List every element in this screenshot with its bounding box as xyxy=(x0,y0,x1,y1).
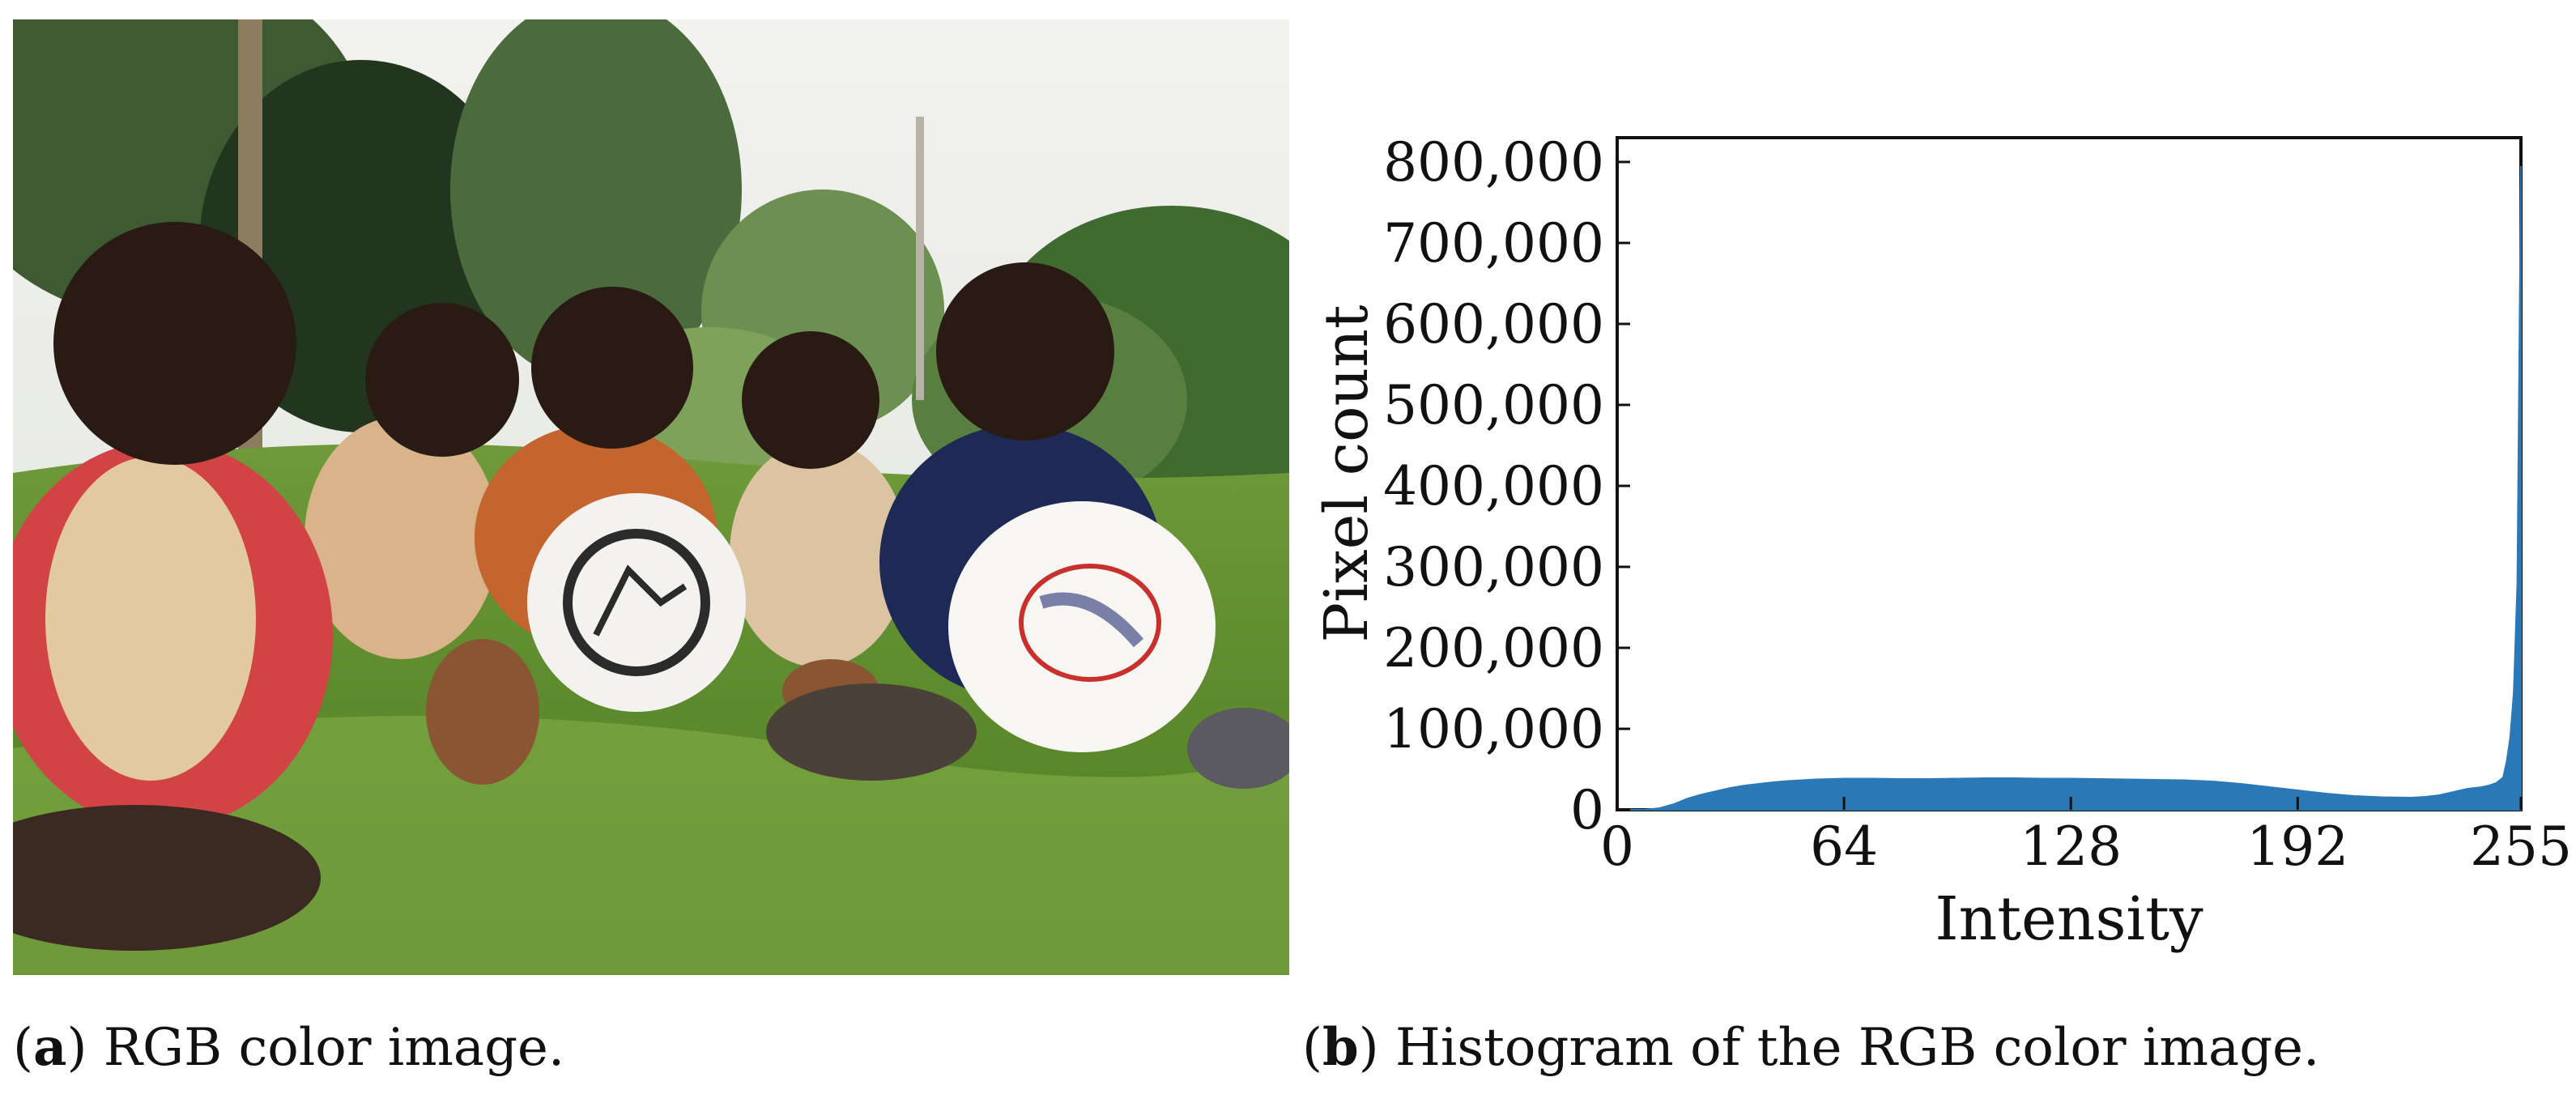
y-tick-label: 0 xyxy=(1570,779,1604,841)
caption-b: (b) Histogram of the RGB color image. xyxy=(1302,1017,2320,1078)
y-tick-label: 300,000 xyxy=(1383,536,1604,598)
caption-b-letter: b xyxy=(1322,1017,1359,1078)
y-axis-title: Pixel count xyxy=(1312,304,1382,642)
y-tick-label: 400,000 xyxy=(1383,455,1604,517)
children xyxy=(13,222,1289,951)
axis-frame xyxy=(1616,136,2523,811)
x-axis-title: Intensity xyxy=(1935,884,2203,954)
y-axis-ticks: 0 100,000 200,000 300,000 400,000 500,000 600,… xyxy=(1383,131,1630,841)
y-tick-label: 100,000 xyxy=(1383,698,1604,760)
caption-a-text: ) RGB color image. xyxy=(66,1018,565,1078)
x-tick-label: 0 xyxy=(1600,815,1634,878)
histogram-area-layer xyxy=(1616,165,2522,811)
y-tick-label: 600,000 xyxy=(1383,293,1604,356)
histogram-chart: 0 100,000 200,000 300,000 400,000 500,000 600,… xyxy=(1312,131,2572,954)
x-tick-label: 255 xyxy=(2470,815,2572,878)
caption-a-letter: a xyxy=(32,1017,67,1078)
plot-frame xyxy=(1616,136,2523,811)
frisbee-left xyxy=(527,493,746,712)
x-axis-ticks: 0 64 128 192 255 xyxy=(1600,797,2572,878)
y-tick-label: 700,000 xyxy=(1383,212,1604,275)
x-tick-label: 192 xyxy=(2246,815,2348,878)
frisbee-right xyxy=(948,501,1216,752)
caption-b-text: ) Histogram of the RGB color image. xyxy=(1358,1018,2320,1078)
x-tick-label: 128 xyxy=(2020,815,2122,878)
rgb-color-photo xyxy=(13,19,1289,975)
y-tick-label: 500,000 xyxy=(1383,374,1604,436)
x-tick-label: 64 xyxy=(1810,815,1878,878)
histogram-series xyxy=(1616,165,2522,811)
y-tick-label: 800,000 xyxy=(1383,131,1604,194)
y-tick-label: 200,000 xyxy=(1383,617,1604,679)
caption-a: (a) RGB color image. xyxy=(13,1017,565,1078)
